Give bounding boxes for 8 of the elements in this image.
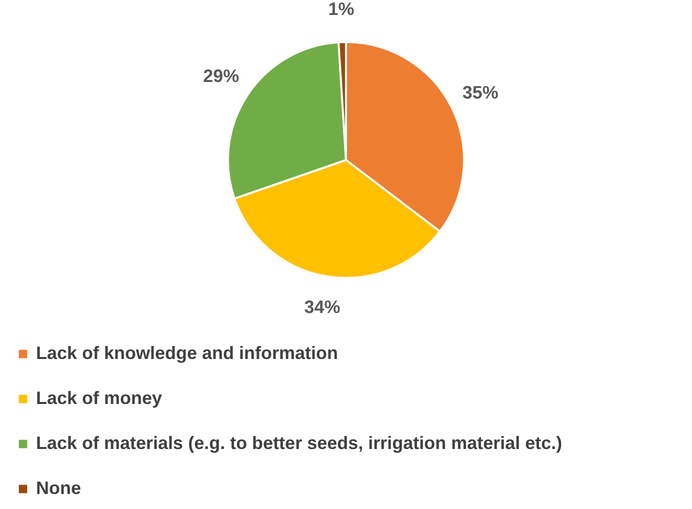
data-label: 34%: [304, 297, 340, 318]
data-label: 1%: [328, 0, 354, 20]
legend-label: None: [36, 478, 81, 498]
data-label: 35%: [462, 82, 498, 102]
legend-label: Lack of knowledge and information: [36, 343, 338, 363]
data-label: 29%: [203, 66, 240, 86]
legend-label: Lack of money: [36, 388, 162, 408]
legend-label: Lack of materials (e.g. to better seeds, irrigation material etc.): [36, 433, 562, 453]
